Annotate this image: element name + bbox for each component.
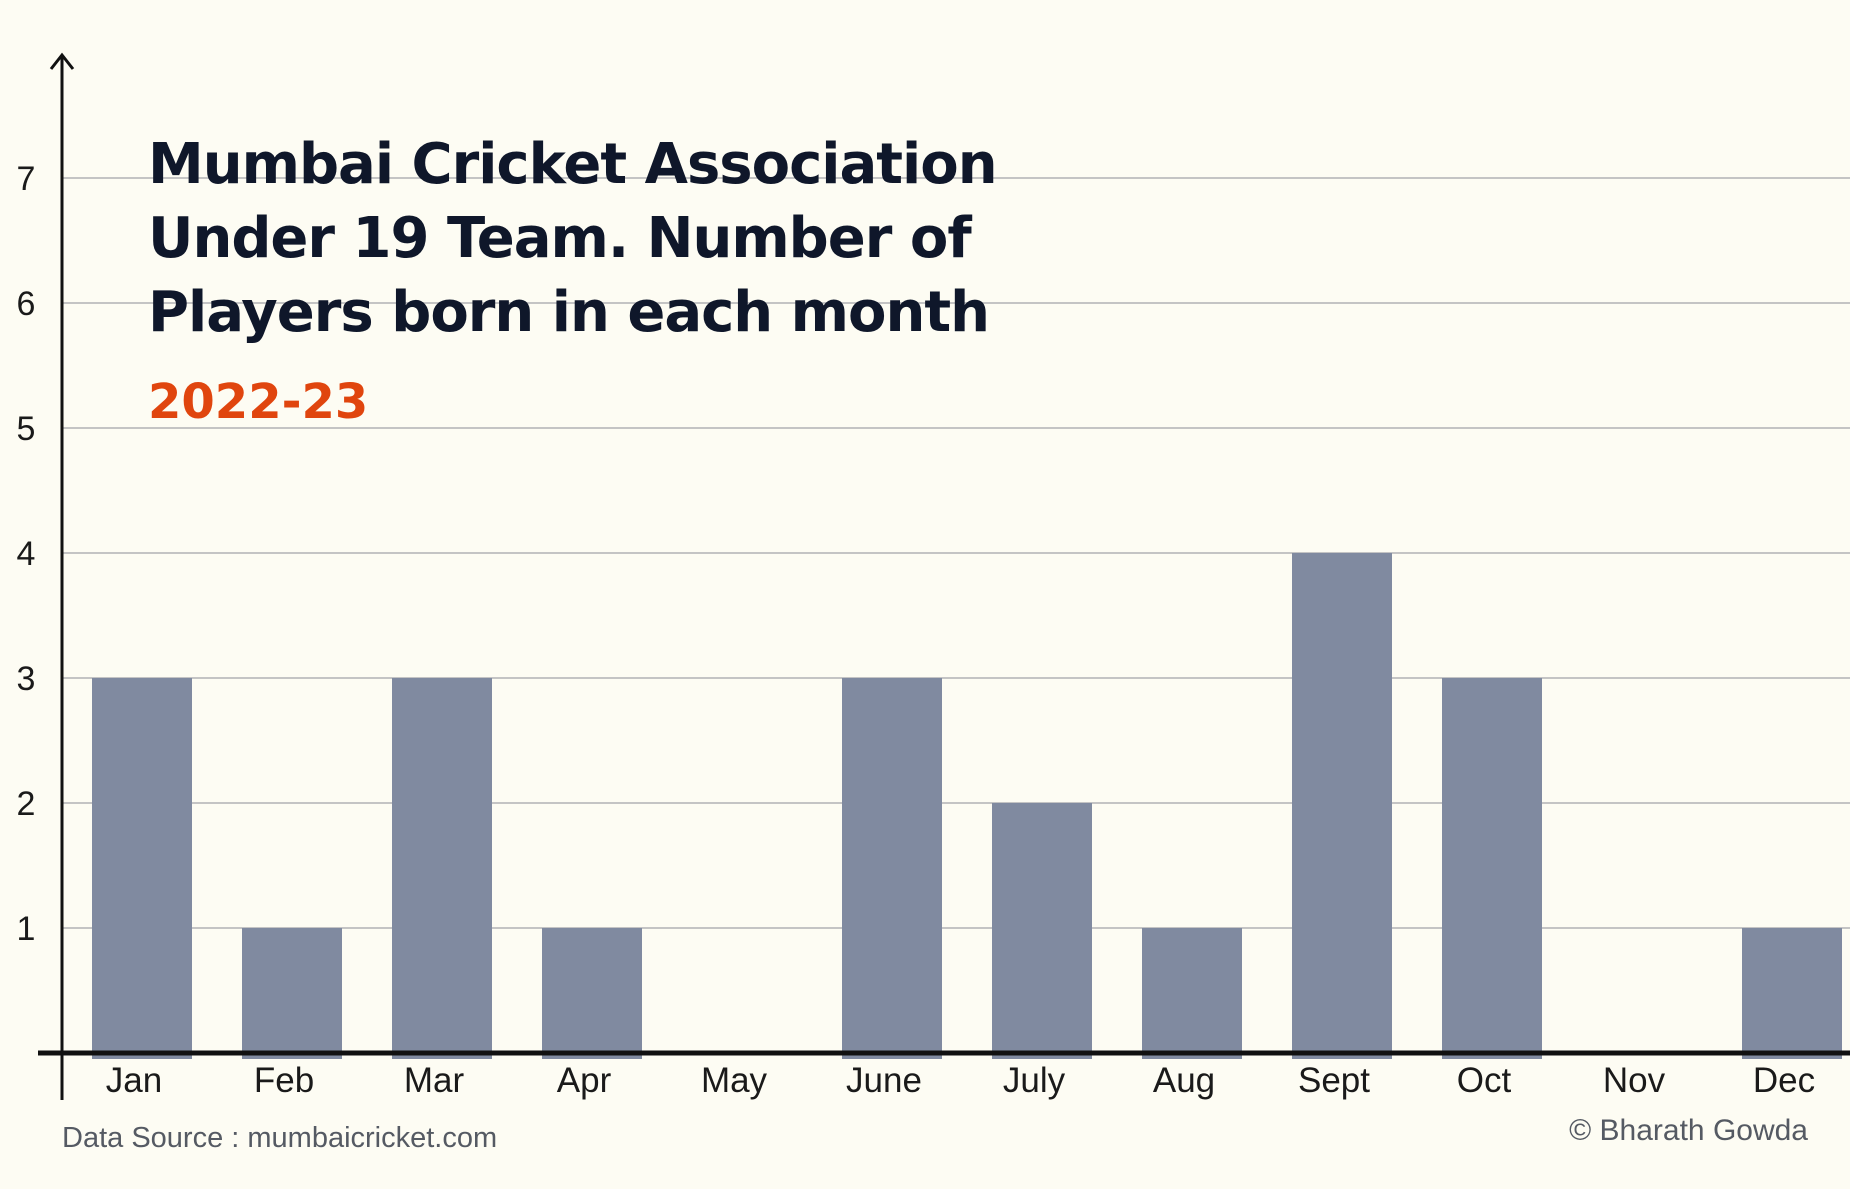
y-tick-label: 2 [17, 785, 36, 823]
data-source-note: Data Source : mumbaicricket.com [62, 1122, 498, 1154]
chart-title-line: Mumbai Cricket Association [148, 132, 998, 197]
bar [1142, 928, 1242, 1059]
bars [92, 553, 1842, 1059]
y-tick-label: 4 [17, 535, 36, 573]
title-block: Mumbai Cricket Association Under 19 Team… [148, 128, 1048, 432]
bar [242, 928, 342, 1059]
y-tick-label: 1 [17, 910, 36, 948]
chart-title: Mumbai Cricket Association Under 19 Team… [148, 128, 1048, 350]
y-tick-label: 3 [17, 660, 36, 698]
credit-note: © Bharath Gowda [1569, 1114, 1808, 1147]
x-tick-label: Dec [1753, 1061, 1815, 1100]
x-tick-label: Nov [1603, 1061, 1666, 1100]
bar [1292, 553, 1392, 1059]
x-tick-label: July [1003, 1061, 1066, 1100]
y-tick-label: 5 [17, 410, 36, 448]
chart-subtitle: 2022-23 [148, 374, 369, 430]
chart-title-line: Under 19 Team. Number of [148, 206, 972, 271]
bar [542, 928, 642, 1059]
bar [92, 678, 192, 1059]
axes [38, 52, 1850, 1100]
x-tick-label: Aug [1153, 1061, 1215, 1100]
bar [992, 803, 1092, 1059]
x-tick-label: Sept [1298, 1061, 1370, 1100]
x-tick-label: Jan [106, 1061, 162, 1100]
x-tick-label: Mar [404, 1061, 465, 1100]
bar [842, 678, 942, 1059]
y-tick-label: 7 [17, 160, 36, 198]
x-tick-label: Apr [557, 1061, 612, 1100]
bar [1742, 928, 1842, 1059]
x-tick-label: May [701, 1061, 768, 1100]
y-axis-arrow [49, 52, 75, 70]
bar [1442, 678, 1542, 1059]
bar [392, 678, 492, 1059]
y-tick-label: 6 [17, 285, 36, 323]
y-tick-labels: 1 2 3 4 5 6 7 [17, 160, 36, 948]
x-tick-label: June [846, 1061, 922, 1100]
x-tick-label: Oct [1457, 1061, 1512, 1100]
x-tick-label: Feb [254, 1061, 314, 1100]
chart-title-line: Players born in each month [148, 280, 990, 345]
gridlines [62, 177, 1850, 929]
x-tick-labels: Jan Feb Mar Apr May June July Aug Sept Oct Nov Dec [106, 1061, 1815, 1100]
